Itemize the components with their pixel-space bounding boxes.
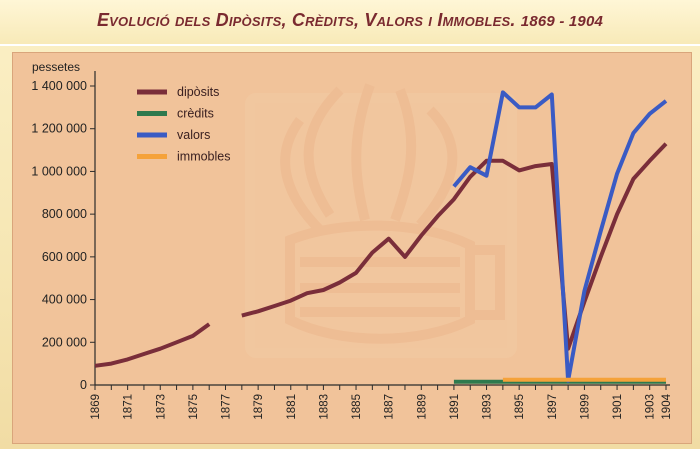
chart-title-main: Evolució dels Dipòsits, Crèdits, Valors … (96, 10, 516, 30)
y-tick-label: 400 000 (42, 293, 87, 307)
x-tick-label: 1895 (514, 394, 526, 420)
y-tick-label: 200 000 (42, 335, 87, 349)
x-tick-label: 1903 (645, 394, 657, 420)
series-line-dipòsits (241, 142, 668, 351)
x-tick-label: 1887 (384, 394, 396, 420)
x-tick-label: 1899 (579, 394, 591, 420)
x-tick-label: 1889 (416, 394, 428, 420)
series-line-dipòsits (94, 322, 211, 368)
x-tick-label: 1883 (318, 394, 330, 420)
y-tick-label: 1 200 000 (31, 122, 87, 136)
chart-title: Evolució dels Dipòsits, Crèdits, Valors … (97, 10, 603, 31)
x-tick-label: 1885 (351, 394, 363, 420)
legend-label-immobles: immobles (177, 150, 231, 164)
chart-title-years: 1869 - 1904 (520, 13, 604, 30)
legend-label-dipòsits: dipòsits (177, 85, 219, 99)
x-tick-label: 1877 (221, 394, 233, 420)
y-tick-label: 800 000 (42, 207, 87, 221)
x-tick-label: 1881 (286, 394, 298, 420)
x-tick-label: 1873 (155, 394, 167, 420)
y-tick-label: 600 000 (42, 250, 87, 264)
y-axis-unit-label: pessetes (32, 60, 80, 74)
y-tick-label: 1 400 000 (31, 79, 87, 93)
legend-label-crèdits: crèdits (177, 107, 214, 121)
x-tick-label: 1879 (253, 394, 265, 420)
x-tick-label: 1897 (547, 394, 559, 420)
x-tick-label: 1904 (661, 393, 673, 419)
x-tick-label: 1871 (123, 394, 135, 420)
x-tick-label: 1901 (612, 394, 624, 420)
x-tick-label: 1891 (449, 394, 461, 420)
y-tick-label: 1 000 000 (31, 164, 87, 178)
x-tick-label: 1893 (482, 394, 494, 420)
series-line-valors (452, 90, 668, 383)
y-tick-label: 0 (80, 378, 87, 392)
legend-label-valors: valors (177, 128, 210, 142)
x-tick-label: 1869 (90, 394, 102, 420)
x-tick-label: 1875 (188, 394, 200, 420)
background-emblem (245, 83, 517, 358)
title-bar: Evolució dels Dipòsits, Crèdits, Valors … (0, 0, 700, 46)
